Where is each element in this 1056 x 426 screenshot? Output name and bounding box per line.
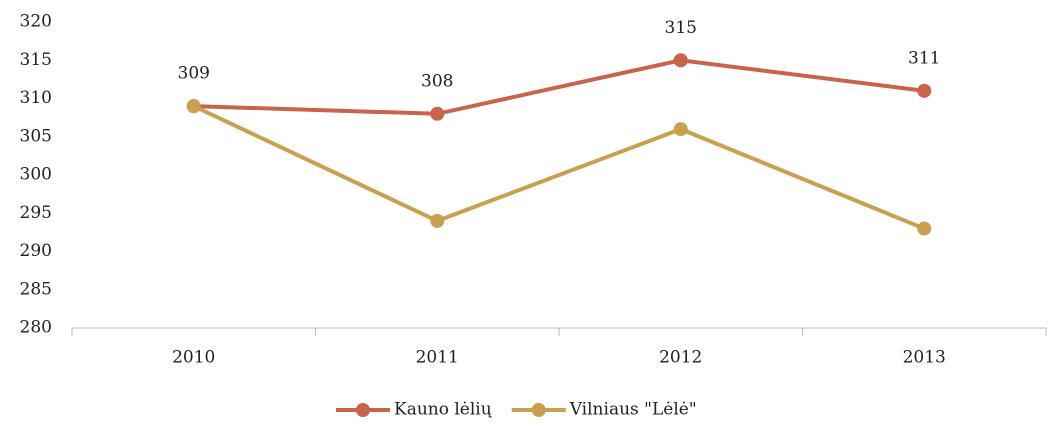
y-tick-label: 310 xyxy=(20,88,52,108)
y-tick-label: 300 xyxy=(20,165,52,185)
data-label: 311 xyxy=(908,48,940,68)
x-tick-label: 2012 xyxy=(659,348,702,368)
data-label: 309 xyxy=(178,64,210,84)
x-tick-label: 2010 xyxy=(172,348,215,368)
x-tick-label: 2011 xyxy=(416,348,459,368)
point xyxy=(673,53,688,68)
point xyxy=(430,213,445,228)
point xyxy=(186,99,201,114)
legend-label: Kauno lėlių xyxy=(394,400,492,420)
y-tick-label: 290 xyxy=(20,241,52,261)
legend-label: Vilniaus "Lėlė" xyxy=(569,400,697,420)
y-tick-label: 295 xyxy=(20,203,52,223)
series-line xyxy=(193,58,925,116)
x-tick-label: 2013 xyxy=(903,348,946,368)
point xyxy=(917,221,932,236)
legend-marker xyxy=(531,403,546,417)
y-tick-label: 315 xyxy=(20,50,52,70)
series-line xyxy=(192,104,926,231)
point xyxy=(673,122,688,137)
data-label: 308 xyxy=(421,71,453,91)
y-tick-label: 285 xyxy=(20,279,52,299)
data-label: 315 xyxy=(665,18,697,38)
y-tick-label: 305 xyxy=(20,126,52,146)
point xyxy=(917,83,932,98)
y-tick-label: 280 xyxy=(20,318,52,338)
y-tick-label: 320 xyxy=(20,12,52,32)
legend-marker xyxy=(356,403,370,417)
point xyxy=(430,106,445,121)
